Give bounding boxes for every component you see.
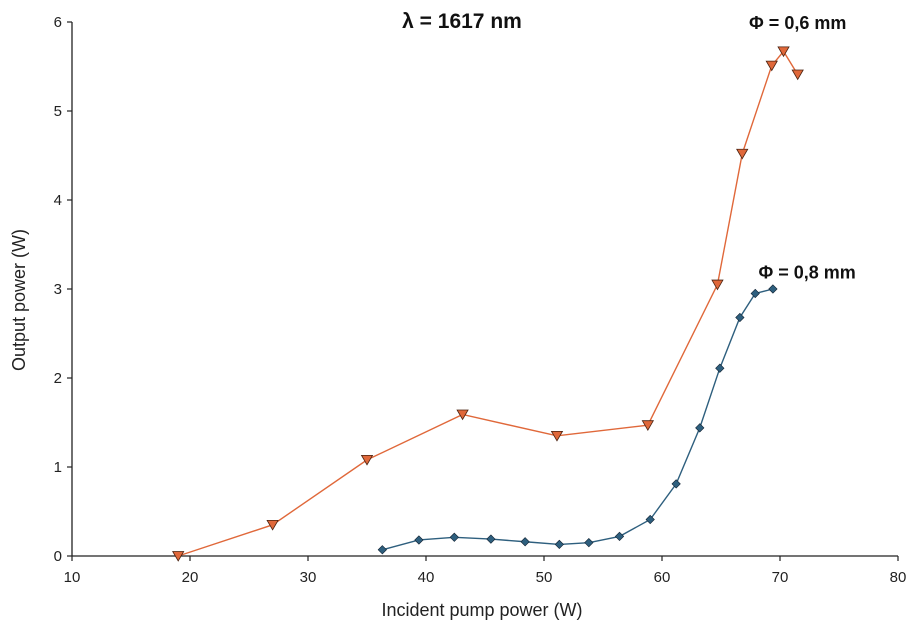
data-point [360, 454, 374, 466]
data-point [645, 514, 655, 525]
data-point [414, 535, 424, 545]
data-point [456, 409, 469, 421]
y-tick-label: 3 [54, 281, 62, 298]
data-point [550, 430, 564, 442]
data-point [172, 551, 185, 562]
series-0 [172, 46, 804, 562]
data-point [777, 46, 790, 58]
data-point [695, 423, 705, 433]
data-point [768, 284, 778, 294]
x-tick-label: 20 [182, 569, 199, 586]
data-point [765, 60, 778, 72]
x-tick-label: 70 [772, 569, 789, 586]
series-group [172, 46, 804, 562]
data-point [750, 288, 760, 299]
data-point [520, 537, 530, 547]
y-tick-label: 0 [54, 548, 62, 565]
series-1 [377, 284, 778, 555]
x-tick-label: 50 [536, 569, 553, 586]
x-axis-title: Incident pump power (W) [381, 600, 582, 620]
series-label: Φ = 0,6 mm [749, 13, 846, 33]
y-tick-label: 6 [54, 14, 62, 31]
x-tick-label: 30 [300, 569, 317, 586]
chart-title: λ = 1617 nm [402, 10, 522, 33]
data-point [671, 479, 681, 489]
data-point [614, 531, 625, 542]
y-tick-label: 4 [54, 192, 62, 209]
data-point [715, 363, 725, 373]
x-tick-label: 60 [654, 569, 671, 586]
y-axis-title: Output power (W) [9, 229, 29, 371]
data-point [584, 538, 594, 548]
x-tick-label: 80 [890, 569, 907, 586]
series-label: Φ = 0,8 mm [758, 262, 855, 282]
y-tick-label: 2 [54, 370, 62, 387]
data-point [377, 545, 387, 555]
data-point [791, 69, 804, 81]
x-tick-label: 10 [64, 569, 81, 586]
y-tick-label: 1 [54, 459, 62, 476]
data-point [735, 312, 745, 323]
data-point [641, 420, 655, 431]
annotations: Φ = 0,6 mm Φ = 0,8 mm [749, 13, 856, 282]
series-line [382, 288, 774, 551]
data-point [554, 539, 564, 550]
data-point [486, 534, 496, 544]
data-point [711, 279, 724, 291]
data-point [449, 532, 459, 542]
ticks: 10 20 30 40 50 60 70 80 0 1 2 3 4 5 6 [54, 14, 907, 586]
y-tick-label: 5 [54, 103, 62, 120]
data-point [266, 519, 279, 531]
x-tick-label: 40 [418, 569, 435, 586]
series-line [177, 50, 799, 557]
data-point [736, 148, 749, 160]
